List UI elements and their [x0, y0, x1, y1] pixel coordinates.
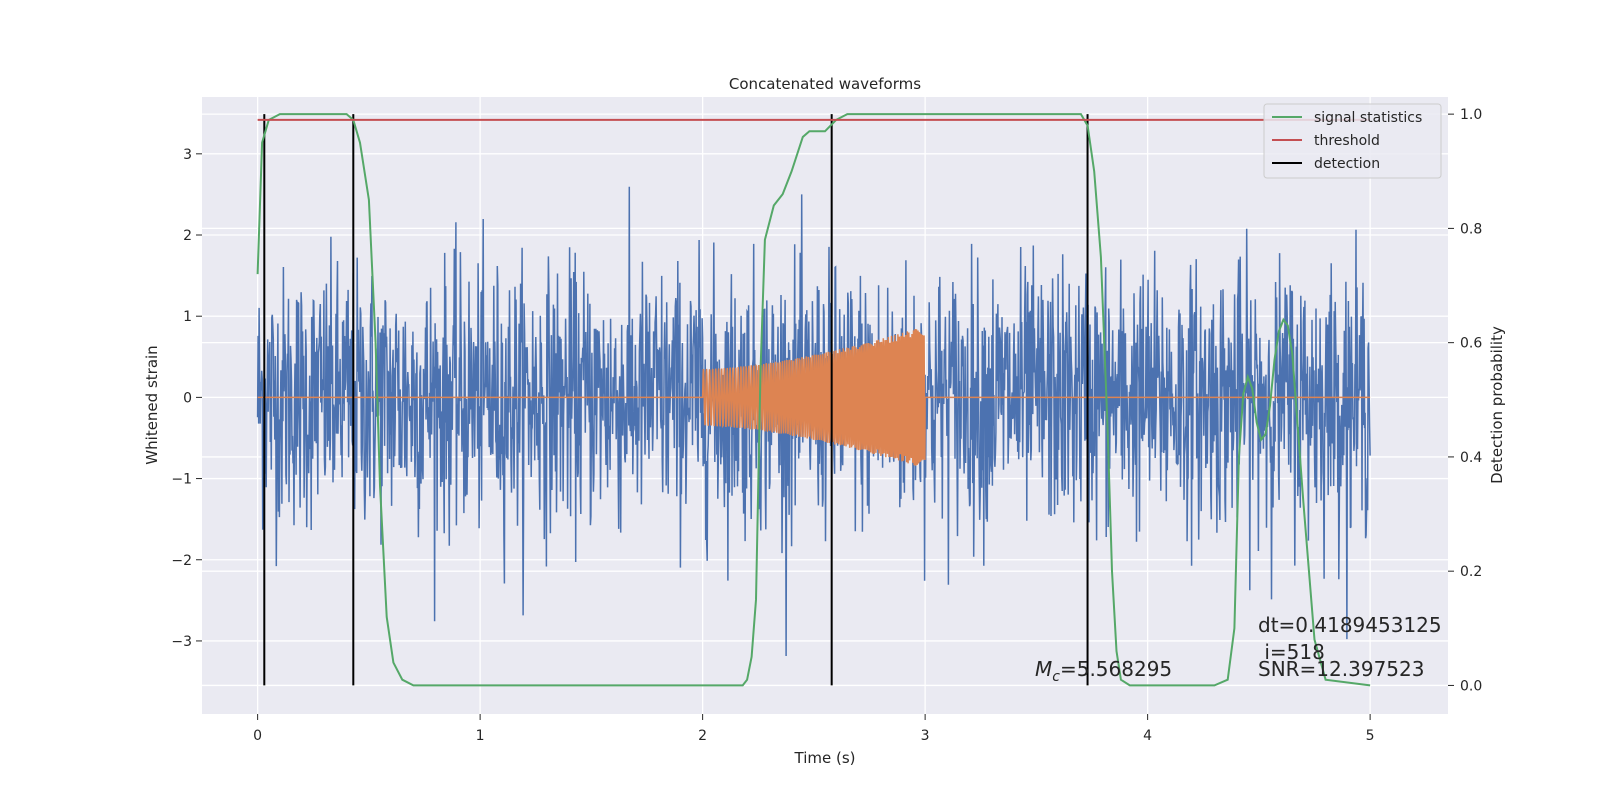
- right-tick-label-1: 0.2: [1460, 564, 1482, 580]
- x-tick-label-0: 0: [253, 728, 262, 744]
- x-tick-label-5: 5: [1366, 728, 1375, 744]
- x-axis-ticks: 0 1 2 3 4 5: [253, 714, 1375, 744]
- left-axis-label: Whitened strain: [143, 345, 161, 464]
- left-tick-label-4: 1: [183, 309, 192, 325]
- legend-signal-statistics-label: signal statistics: [1314, 110, 1422, 126]
- chirp-mass-value: =5.568295: [1060, 657, 1172, 681]
- legend-threshold-label: threshold: [1314, 133, 1380, 149]
- left-tick-label-2: −1: [171, 472, 192, 488]
- legend-detection-label: detection: [1314, 156, 1380, 172]
- dt-annotation: dt=0.4189453125: [1258, 613, 1442, 637]
- right-tick-label-0: 0.0: [1460, 678, 1482, 694]
- right-tick-label-3: 0.6: [1460, 336, 1482, 352]
- left-tick-label-0: −3: [171, 634, 192, 650]
- chirp-mass-annotation: Mc=5.568295: [1035, 657, 1172, 685]
- right-tick-label-4: 0.8: [1460, 221, 1482, 237]
- left-tick-label-5: 2: [183, 228, 192, 244]
- x-tick-label-1: 1: [476, 728, 485, 744]
- left-axis-ticks: −3 −2 −1 0 1 2 3: [171, 147, 202, 650]
- detection-lines: [263, 114, 1089, 686]
- legend: signal statistics threshold detection: [1263, 103, 1442, 179]
- right-tick-label-2: 0.4: [1460, 450, 1482, 466]
- x-tick-label-4: 4: [1143, 728, 1152, 744]
- right-axis-ticks: 0.0 0.2 0.4 0.6 0.8 1.0: [1448, 107, 1482, 694]
- x-tick-label-2: 2: [698, 728, 707, 744]
- left-tick-label-1: −2: [171, 553, 192, 569]
- waveform-template-line: [257, 328, 1371, 466]
- right-axis-label: Detection probability: [1488, 326, 1506, 484]
- snr-annotation: SNR=12.397523: [1258, 657, 1424, 681]
- x-axis-label: Time (s): [794, 749, 856, 767]
- series-layer: [256, 113, 1371, 687]
- signal-statistics-line: [256, 113, 1371, 687]
- left-tick-label-3: 0: [183, 390, 192, 406]
- chirp-mass-symbol: M: [1035, 657, 1052, 681]
- chirp-mass-subscript: c: [1052, 669, 1060, 685]
- legend-box: [1263, 103, 1442, 179]
- index-annotation: i=518: [1258, 640, 1325, 664]
- chart-title: Concatenated waveforms: [729, 75, 921, 93]
- left-tick-label-6: 3: [183, 147, 192, 163]
- x-tick-label-3: 3: [921, 728, 930, 744]
- right-tick-label-5: 1.0: [1460, 107, 1482, 123]
